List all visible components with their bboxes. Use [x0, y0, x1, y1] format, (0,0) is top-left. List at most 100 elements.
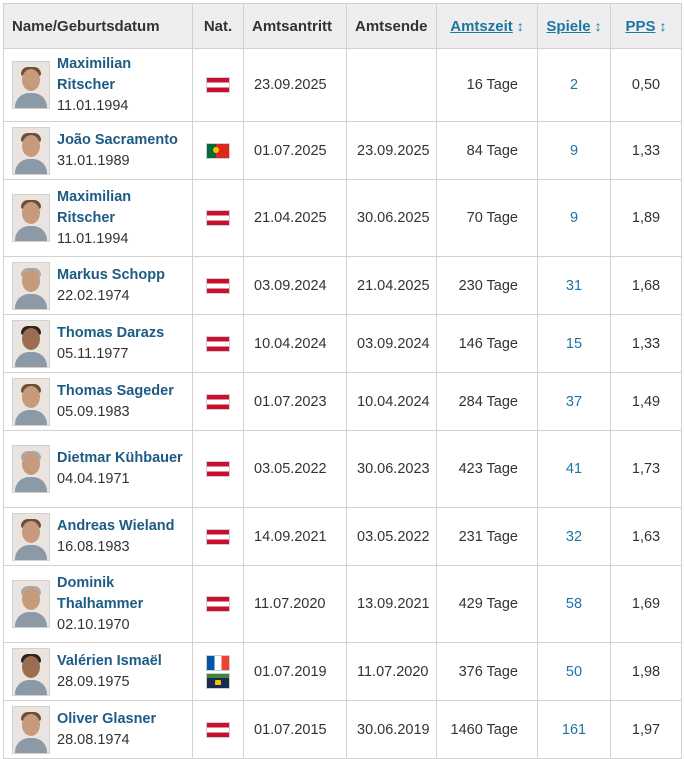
coach-name-link[interactable]: Thomas Sageder	[57, 382, 174, 399]
sort-games-header[interactable]: Spiele ↕	[537, 3, 611, 49]
avatar[interactable]	[12, 319, 50, 368]
avatar[interactable]	[12, 705, 50, 754]
nationality-cell	[192, 642, 244, 701]
header-games-label[interactable]: Spiele	[546, 17, 591, 35]
coach-info: Dietmar Kühbauer 04.04.1971	[12, 445, 186, 493]
avatar[interactable]	[12, 194, 50, 242]
header-pps-label[interactable]: PPS	[625, 17, 656, 35]
coach-name-link[interactable]: Markus Schopp	[57, 266, 165, 283]
coach-birthdate: 16.08.1983	[57, 538, 130, 555]
coach-cell: Maximilian Ritscher 11.01.1994	[3, 48, 193, 122]
avatar[interactable]	[12, 445, 50, 493]
coach-name-link[interactable]: Dominik Thalhammer	[57, 574, 144, 612]
flag-austria-icon	[206, 210, 230, 226]
coach-birthdate: 28.09.1975	[57, 673, 130, 690]
header-start: Amtsantritt	[243, 3, 347, 49]
header-nationality: Nat.	[192, 3, 244, 49]
flag-portugal-icon	[206, 142, 230, 159]
avatar[interactable]	[12, 261, 50, 310]
coach-cell: Thomas Darazs 05.11.1977	[3, 314, 193, 373]
table-row: Markus Schopp 22.02.1974 03.09.2024 21.04.2…	[3, 256, 682, 315]
games-link[interactable]: 58	[537, 565, 611, 643]
coach-name-link[interactable]: Dietmar Kühbauer	[57, 450, 183, 466]
points-per-game: 1,33	[610, 314, 682, 373]
coach-cell: Maximilian Ritscher 11.01.1994	[3, 179, 193, 257]
coach-name-link[interactable]: Valérien Ismaël	[57, 652, 162, 669]
table-row: Dietmar Kühbauer 04.04.1971 03.05.2022 30.0…	[3, 430, 682, 508]
games-link[interactable]: 41	[537, 430, 611, 508]
table-body: Maximilian Ritscher 11.01.1994 23.09.2025 1…	[3, 48, 682, 759]
coach-text: Maximilian Ritscher 11.01.1994	[57, 187, 186, 250]
coach-cell: Oliver Glasner 28.08.1974	[3, 700, 193, 759]
games-link[interactable]: 161	[537, 700, 611, 759]
nationality-cell	[192, 121, 244, 180]
end-date: 03.09.2024	[346, 314, 437, 373]
coach-name-link[interactable]: João Sacramento	[57, 131, 178, 148]
coach-info: Oliver Glasner 28.08.1974	[12, 705, 186, 754]
games-link[interactable]: 32	[537, 507, 611, 566]
table-header-row: Name/Geburtsdatum Nat. Amtsantritt Amtse…	[3, 3, 682, 49]
coach-name-link[interactable]: Andreas Wieland	[57, 517, 175, 534]
games-link[interactable]: 2	[537, 48, 611, 122]
flag-austria-icon	[206, 721, 230, 738]
coach-name-link[interactable]: Maximilian Ritscher	[57, 188, 132, 226]
coach-cell: João Sacramento 31.01.1989	[3, 121, 193, 180]
header-tenure-label[interactable]: Amtszeit	[450, 17, 513, 35]
coach-birthdate: 31.01.1989	[57, 152, 130, 169]
flag-france-icon	[206, 654, 230, 671]
coach-name-link[interactable]: Oliver Glasner	[57, 710, 157, 727]
tenure-days: 429 Tage	[436, 565, 538, 643]
games-link[interactable]: 9	[537, 179, 611, 257]
coach-text: Maximilian Ritscher 11.01.1994	[57, 54, 186, 117]
coach-name-link[interactable]: Maximilian Ritscher	[57, 55, 132, 93]
nationality-cell	[192, 179, 244, 257]
flag-austria-icon	[206, 528, 230, 545]
tenure-days: 84 Tage	[436, 121, 538, 180]
end-date: 30.06.2025	[346, 179, 437, 257]
avatar[interactable]	[12, 61, 50, 109]
nationality-cell	[192, 565, 244, 643]
avatar[interactable]	[12, 647, 50, 696]
flag-guadeloupe-icon	[206, 672, 230, 689]
sort-tenure-header[interactable]: Amtszeit ↕	[436, 3, 538, 49]
header-end: Amtsende	[346, 3, 437, 49]
flag-austria-icon	[206, 277, 230, 294]
coach-name-link[interactable]: Thomas Darazs	[57, 324, 165, 341]
games-link[interactable]: 15	[537, 314, 611, 373]
sort-arrows-icon[interactable]: ↕	[659, 17, 667, 34]
sort-arrows-icon[interactable]: ↕	[516, 17, 524, 34]
end-date: 23.09.2025	[346, 121, 437, 180]
start-date: 01.07.2025	[243, 121, 347, 180]
start-date: 10.04.2024	[243, 314, 347, 373]
coach-text: João Sacramento 31.01.1989	[57, 130, 178, 172]
tenure-days: 376 Tage	[436, 642, 538, 701]
sort-pps-header[interactable]: PPS ↕	[610, 3, 682, 49]
tenure-days: 1460 Tage	[436, 700, 538, 759]
start-date: 03.05.2022	[243, 430, 347, 508]
sort-arrows-icon[interactable]: ↕	[594, 17, 602, 34]
games-link[interactable]: 9	[537, 121, 611, 180]
avatar[interactable]	[12, 580, 50, 628]
nationality-cell	[192, 314, 244, 373]
avatar[interactable]	[12, 512, 50, 561]
start-date: 01.07.2023	[243, 372, 347, 431]
table-row: Thomas Sageder 05.09.1983 01.07.2023 10.04.…	[3, 372, 682, 431]
start-date: 03.09.2024	[243, 256, 347, 315]
coach-info: Thomas Sageder 05.09.1983	[12, 377, 186, 426]
avatar[interactable]	[12, 126, 50, 175]
end-date: 11.07.2020	[346, 642, 437, 701]
games-link[interactable]: 37	[537, 372, 611, 431]
coach-cell: Markus Schopp 22.02.1974	[3, 256, 193, 315]
table-row: João Sacramento 31.01.1989 01.07.2025 23.09…	[3, 121, 682, 180]
avatar[interactable]	[12, 377, 50, 426]
games-link[interactable]: 50	[537, 642, 611, 701]
coach-text: Andreas Wieland 16.08.1983	[57, 516, 175, 558]
coach-text: Markus Schopp 22.02.1974	[57, 265, 165, 307]
coach-info: Andreas Wieland 16.08.1983	[12, 512, 186, 561]
points-per-game: 1,73	[610, 430, 682, 508]
coach-text: Oliver Glasner 28.08.1974	[57, 709, 156, 751]
games-link[interactable]: 31	[537, 256, 611, 315]
coach-cell: Dietmar Kühbauer 04.04.1971	[3, 430, 193, 508]
coach-info: João Sacramento 31.01.1989	[12, 126, 186, 175]
coach-text: Dietmar Kühbauer 04.04.1971	[57, 448, 183, 490]
